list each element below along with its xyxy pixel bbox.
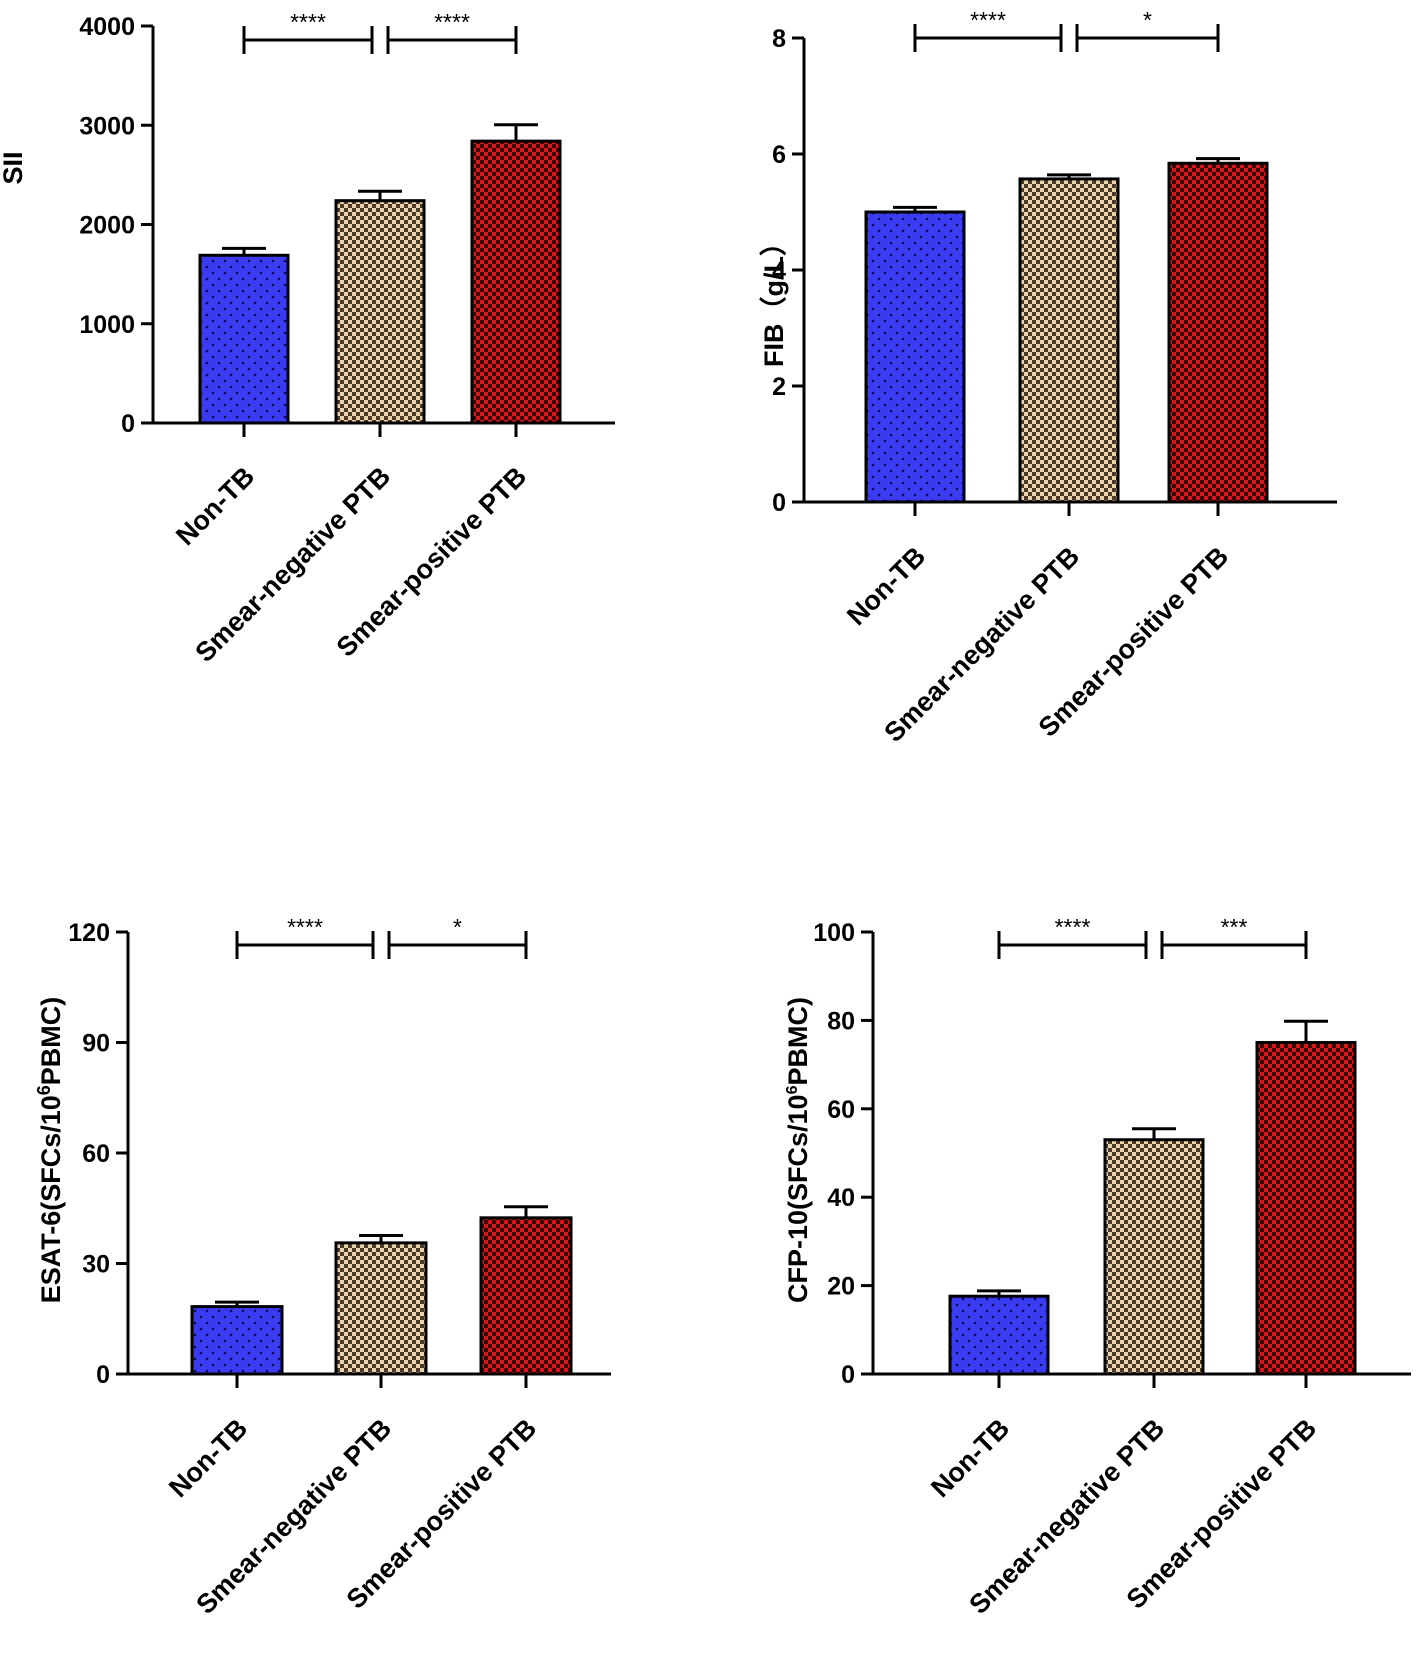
y-tick-label: 0: [772, 489, 786, 517]
y-tick-label: 2000: [79, 212, 135, 240]
bar-smear-positive-ptb: [479, 1216, 573, 1376]
bar-non-tb: [190, 1305, 284, 1376]
bar-smear-negative-ptb: [1018, 177, 1120, 504]
y-tick-label: 60: [827, 1096, 855, 1124]
bar-smear-negative-ptb: [334, 1241, 428, 1376]
y-tick-label: 6: [772, 141, 786, 169]
bar-smear-negative-ptb: [1103, 1138, 1205, 1376]
y-axis-label: CFP-10(SFCs/106PBMC): [783, 997, 813, 1303]
significance-label: ****: [287, 914, 323, 940]
y-tick-label: 4: [772, 257, 786, 285]
bar-smear-negative-ptb: [334, 199, 426, 425]
y-tick-label: 8: [772, 25, 786, 53]
significance-label: ****: [970, 7, 1006, 33]
y-tick-label: 0: [96, 1361, 110, 1389]
y-axis-label: FIB（g/L）: [759, 229, 789, 367]
y-tick-label: 40: [827, 1184, 855, 1212]
bar-smear-positive-ptb: [470, 139, 562, 425]
bar-non-tb: [864, 210, 966, 504]
category-label: Non-TB: [170, 461, 260, 551]
significance-label: ****: [434, 9, 470, 35]
significance-label: ****: [290, 9, 326, 35]
significance-label: ***: [1221, 914, 1248, 940]
significance-label: *: [453, 914, 462, 940]
y-tick-label: 60: [82, 1140, 110, 1168]
category-label: Non-TB: [163, 1413, 253, 1503]
significance-label: ****: [1055, 914, 1091, 940]
bar-smear-positive-ptb: [1255, 1041, 1357, 1376]
y-axis-label: SII: [0, 151, 28, 184]
y-tick-label: 20: [827, 1273, 855, 1301]
bar-non-tb: [948, 1294, 1050, 1376]
y-tick-label: 0: [121, 410, 135, 438]
y-tick-label: 80: [827, 1007, 855, 1035]
y-tick-label: 120: [68, 919, 110, 947]
y-axis-label: ESAT-6(SFCs/106PBMC): [34, 997, 66, 1304]
y-tick-label: 1000: [79, 311, 135, 339]
category-label: Non-TB: [925, 1413, 1015, 1503]
y-tick-label: 4000: [79, 13, 135, 41]
y-tick-label: 3000: [79, 112, 135, 140]
y-tick-label: 30: [82, 1251, 110, 1279]
bar-non-tb: [198, 253, 290, 425]
y-tick-label: 100: [813, 919, 855, 947]
y-tick-label: 0: [841, 1361, 855, 1389]
y-tick-label: 90: [82, 1030, 110, 1058]
y-tick-label: 2: [772, 373, 786, 401]
significance-label: *: [1143, 7, 1152, 33]
category-label: Non-TB: [841, 541, 931, 631]
bar-smear-positive-ptb: [1167, 161, 1269, 504]
